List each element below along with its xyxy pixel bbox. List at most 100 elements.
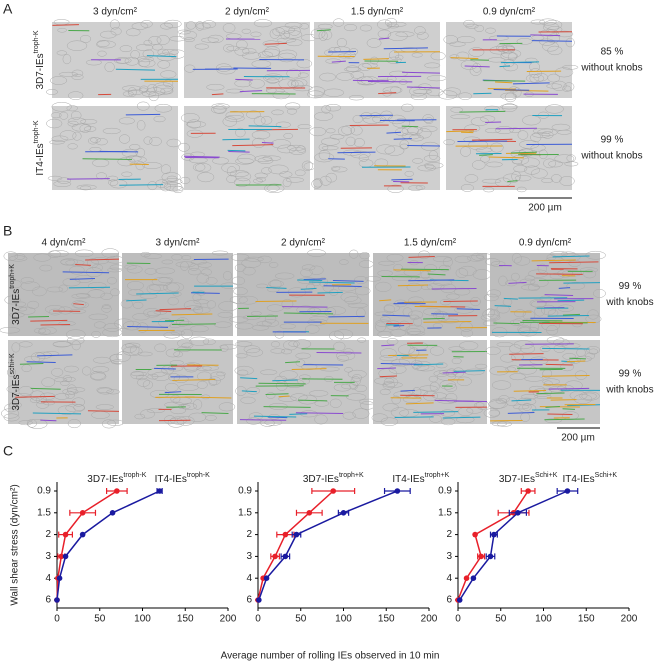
column-header: 0.9 dyn/cm² bbox=[519, 238, 572, 249]
row-label: 3D7-IEsschi+K bbox=[9, 353, 22, 411]
cell-texture bbox=[426, 88, 444, 97]
cell-texture bbox=[318, 30, 328, 41]
cell-texture bbox=[155, 267, 176, 275]
row-label-sup: schi+K bbox=[9, 353, 16, 375]
cell-track bbox=[241, 390, 257, 393]
cell-texture bbox=[264, 75, 281, 81]
micrograph bbox=[373, 340, 487, 424]
cell-texture bbox=[125, 155, 142, 162]
cell-track bbox=[171, 313, 213, 316]
cell-texture bbox=[184, 363, 199, 373]
cell-texture bbox=[331, 166, 348, 173]
cell-texture bbox=[531, 300, 547, 308]
cell-texture bbox=[281, 348, 293, 355]
cell-track bbox=[423, 321, 472, 323]
x-tick-label: 100 bbox=[134, 614, 151, 625]
cell-texture bbox=[4, 295, 21, 305]
cell-texture bbox=[151, 371, 171, 381]
cell-texture bbox=[352, 114, 363, 124]
cell-texture bbox=[296, 145, 306, 153]
cell-track bbox=[278, 395, 290, 398]
cell-track bbox=[146, 55, 177, 58]
cell-track bbox=[531, 40, 573, 42]
scale-bar-label: 200 µm bbox=[528, 203, 562, 214]
cell-track bbox=[191, 292, 220, 294]
cell-texture bbox=[51, 367, 64, 377]
cell-texture bbox=[399, 139, 409, 150]
cell-texture bbox=[33, 327, 46, 334]
cell-track bbox=[545, 405, 560, 408]
cell-texture bbox=[513, 165, 528, 173]
cell-texture bbox=[196, 273, 209, 284]
cell-texture bbox=[532, 128, 554, 134]
data-point bbox=[456, 597, 463, 603]
cell-texture bbox=[238, 295, 258, 305]
cell-texture bbox=[197, 172, 215, 183]
cell-texture bbox=[412, 89, 433, 94]
cell-texture bbox=[540, 304, 557, 316]
data-point bbox=[58, 553, 65, 560]
cell-texture bbox=[546, 325, 559, 336]
cell-texture bbox=[32, 286, 47, 297]
cell-texture bbox=[525, 73, 545, 83]
cell-texture bbox=[57, 405, 76, 416]
cell-texture bbox=[234, 46, 250, 56]
cell-texture bbox=[336, 72, 354, 81]
cell-track bbox=[431, 287, 477, 290]
cell-track bbox=[450, 57, 479, 60]
x-tick-label: 200 bbox=[421, 614, 438, 625]
cell-texture bbox=[352, 408, 370, 419]
cell-track bbox=[32, 412, 82, 415]
cell-texture bbox=[43, 351, 60, 357]
cell-texture bbox=[509, 127, 521, 134]
cell-texture bbox=[336, 350, 356, 361]
cell-texture bbox=[271, 139, 291, 149]
cell-texture bbox=[274, 330, 285, 339]
cell-texture bbox=[485, 308, 495, 318]
cell-texture bbox=[264, 419, 283, 426]
cell-texture bbox=[67, 336, 85, 345]
cell-texture bbox=[350, 71, 365, 79]
cell-texture bbox=[229, 316, 249, 323]
cell-texture bbox=[261, 319, 280, 327]
cell-texture bbox=[167, 417, 185, 428]
y-tick-label: 3 bbox=[45, 551, 51, 562]
cell-texture bbox=[583, 269, 597, 279]
cell-texture bbox=[519, 278, 536, 285]
cell-texture bbox=[450, 107, 464, 113]
cell-texture bbox=[169, 323, 181, 329]
cell-texture bbox=[428, 375, 438, 383]
row-note: 99 % bbox=[601, 135, 624, 146]
cell-texture bbox=[3, 413, 20, 422]
cell-texture bbox=[242, 315, 261, 320]
cell-track bbox=[383, 47, 428, 50]
cell-texture bbox=[562, 85, 572, 92]
cell-texture bbox=[39, 264, 53, 272]
cell-texture bbox=[278, 78, 297, 89]
cell-track bbox=[28, 315, 50, 318]
cell-track bbox=[382, 314, 410, 317]
cell-texture bbox=[16, 301, 27, 307]
cell-texture bbox=[333, 341, 346, 352]
cell-texture bbox=[56, 50, 67, 56]
cell-texture bbox=[379, 388, 391, 395]
cell-texture bbox=[165, 348, 181, 358]
cell-texture bbox=[213, 104, 227, 114]
cell-track bbox=[512, 82, 550, 85]
cell-texture bbox=[65, 329, 86, 340]
x-tick-label: 200 bbox=[220, 614, 237, 625]
cell-track bbox=[511, 399, 532, 402]
cell-texture bbox=[115, 57, 130, 64]
cell-texture bbox=[288, 340, 300, 347]
cell-texture bbox=[460, 146, 472, 157]
cell-track bbox=[115, 68, 156, 71]
cell-texture bbox=[390, 359, 410, 367]
cell-texture bbox=[90, 257, 110, 265]
cell-track bbox=[359, 114, 393, 117]
cell-texture bbox=[110, 27, 122, 36]
cell-track bbox=[239, 90, 263, 93]
cell-texture bbox=[246, 110, 261, 119]
cell-texture bbox=[180, 176, 191, 184]
cell-texture bbox=[314, 152, 335, 163]
cell-texture bbox=[138, 87, 148, 93]
